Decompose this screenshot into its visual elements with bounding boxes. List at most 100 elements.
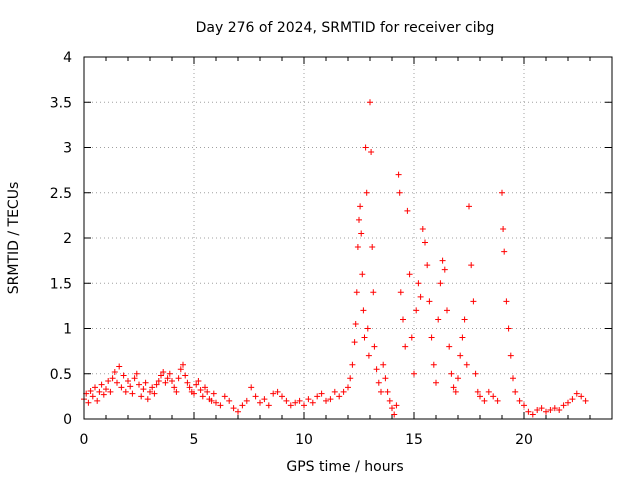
data-point (439, 257, 446, 264)
x-tick-label: 20 (515, 432, 533, 448)
data-point (415, 280, 422, 287)
data-point (103, 386, 109, 393)
data-point (543, 408, 549, 415)
data-point (323, 397, 329, 404)
data-point (578, 393, 585, 400)
data-point (261, 396, 268, 403)
data-point (364, 325, 371, 332)
data-point (270, 390, 277, 397)
data-point (368, 149, 375, 156)
data-point (413, 307, 420, 314)
data-point (87, 387, 94, 394)
data-point (400, 316, 406, 323)
data-point (243, 397, 250, 404)
data-point (501, 248, 508, 255)
data-point (477, 393, 483, 400)
x-tick-label: 15 (405, 432, 423, 448)
data-point (257, 399, 263, 406)
data-point (142, 379, 149, 386)
data-point (384, 388, 391, 395)
data-point (353, 289, 360, 296)
data-point (556, 406, 563, 413)
data-point (151, 390, 158, 397)
data-point (455, 375, 461, 382)
data-point (153, 381, 160, 388)
data-point (331, 388, 338, 395)
data-point (182, 372, 189, 379)
data-point (446, 343, 453, 350)
y-axis-label: SRMTID / TECUs (6, 182, 22, 295)
grid (84, 57, 612, 419)
y-tick-label: 2 (63, 231, 72, 247)
data-point (406, 271, 413, 278)
data-point (114, 379, 120, 386)
data-point (204, 388, 211, 395)
data-point (450, 384, 457, 391)
data-point (125, 377, 131, 384)
data-point (362, 144, 369, 151)
data-point (505, 325, 512, 332)
data-point (375, 379, 382, 386)
data-point (560, 402, 567, 409)
data-point (490, 393, 497, 400)
chart-title: Day 276 of 2024, SRMTID for receiver cib… (196, 20, 495, 36)
data-point (516, 397, 523, 404)
data-point (309, 399, 316, 406)
data-point (147, 388, 153, 395)
data-point (424, 262, 431, 269)
data-point (391, 411, 398, 418)
data-point (357, 203, 364, 210)
data-point (160, 368, 167, 375)
data-point (287, 402, 294, 409)
data-point (582, 397, 589, 404)
data-point (386, 397, 393, 404)
data-point (136, 381, 142, 388)
data-point (534, 406, 541, 413)
data-point (122, 388, 129, 395)
data-point (444, 307, 450, 314)
data-point (166, 370, 173, 377)
y-tick-label: 0 (63, 412, 72, 428)
y-tick-label: 1 (63, 322, 72, 338)
data-point (217, 402, 224, 409)
data-point (252, 393, 259, 400)
data-point (199, 393, 206, 400)
data-point (395, 171, 402, 178)
data-point (202, 384, 208, 391)
data-point (411, 370, 417, 377)
x-tick-label: 0 (80, 432, 89, 448)
data-point (144, 396, 151, 403)
data-point (573, 390, 580, 397)
data-point (96, 388, 103, 395)
data-point (470, 298, 477, 305)
x-tick-label: 5 (190, 432, 199, 448)
data-point (507, 352, 514, 359)
data-point (301, 402, 307, 409)
data-point (345, 384, 351, 391)
data-point (404, 207, 411, 214)
data-point (107, 388, 114, 395)
data-point (485, 388, 492, 395)
data-point (380, 361, 387, 368)
data-point (361, 334, 368, 341)
data-point (463, 361, 470, 368)
data-point (111, 368, 118, 375)
data-point (358, 230, 365, 237)
data-point (370, 289, 377, 296)
x-axis-label: GPS time / hours (286, 459, 403, 475)
data-point (393, 402, 400, 409)
x-tick-label: 10 (295, 432, 313, 448)
data-point (356, 216, 362, 223)
data-point (430, 361, 437, 368)
data-point (265, 402, 272, 409)
data-point (129, 390, 136, 397)
y-tick-label: 2.5 (50, 186, 72, 202)
data-point (402, 343, 409, 350)
data-point (347, 375, 354, 382)
data-point (500, 225, 507, 232)
data-point (327, 396, 334, 403)
data-point (435, 316, 442, 323)
data-point (98, 381, 105, 388)
data-point (100, 391, 107, 398)
data-point (140, 386, 147, 393)
